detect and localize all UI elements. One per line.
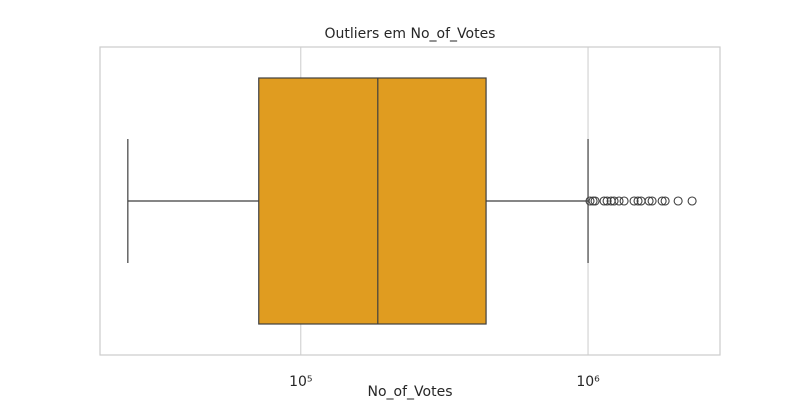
outlier	[609, 196, 619, 206]
chart-title: Outliers em No_of_Votes	[325, 26, 496, 42]
box	[258, 77, 487, 325]
outlier	[687, 196, 697, 206]
outlier	[602, 196, 612, 206]
outlier	[599, 196, 609, 206]
x-tick-label: 10⁶	[576, 374, 600, 390]
outlier	[585, 196, 595, 206]
plot-frame	[99, 46, 721, 356]
x-tick-label: 10⁵	[289, 374, 312, 390]
outlier	[619, 196, 629, 206]
outlier	[633, 196, 643, 206]
outlier	[590, 196, 600, 206]
outlier	[629, 196, 639, 206]
outlier	[660, 196, 670, 206]
outlier	[644, 196, 654, 206]
outlier	[657, 196, 667, 206]
outlier	[673, 196, 683, 206]
x-axis-label: No_of_Votes	[368, 384, 453, 400]
outlier	[614, 196, 624, 206]
outlier	[647, 196, 657, 206]
